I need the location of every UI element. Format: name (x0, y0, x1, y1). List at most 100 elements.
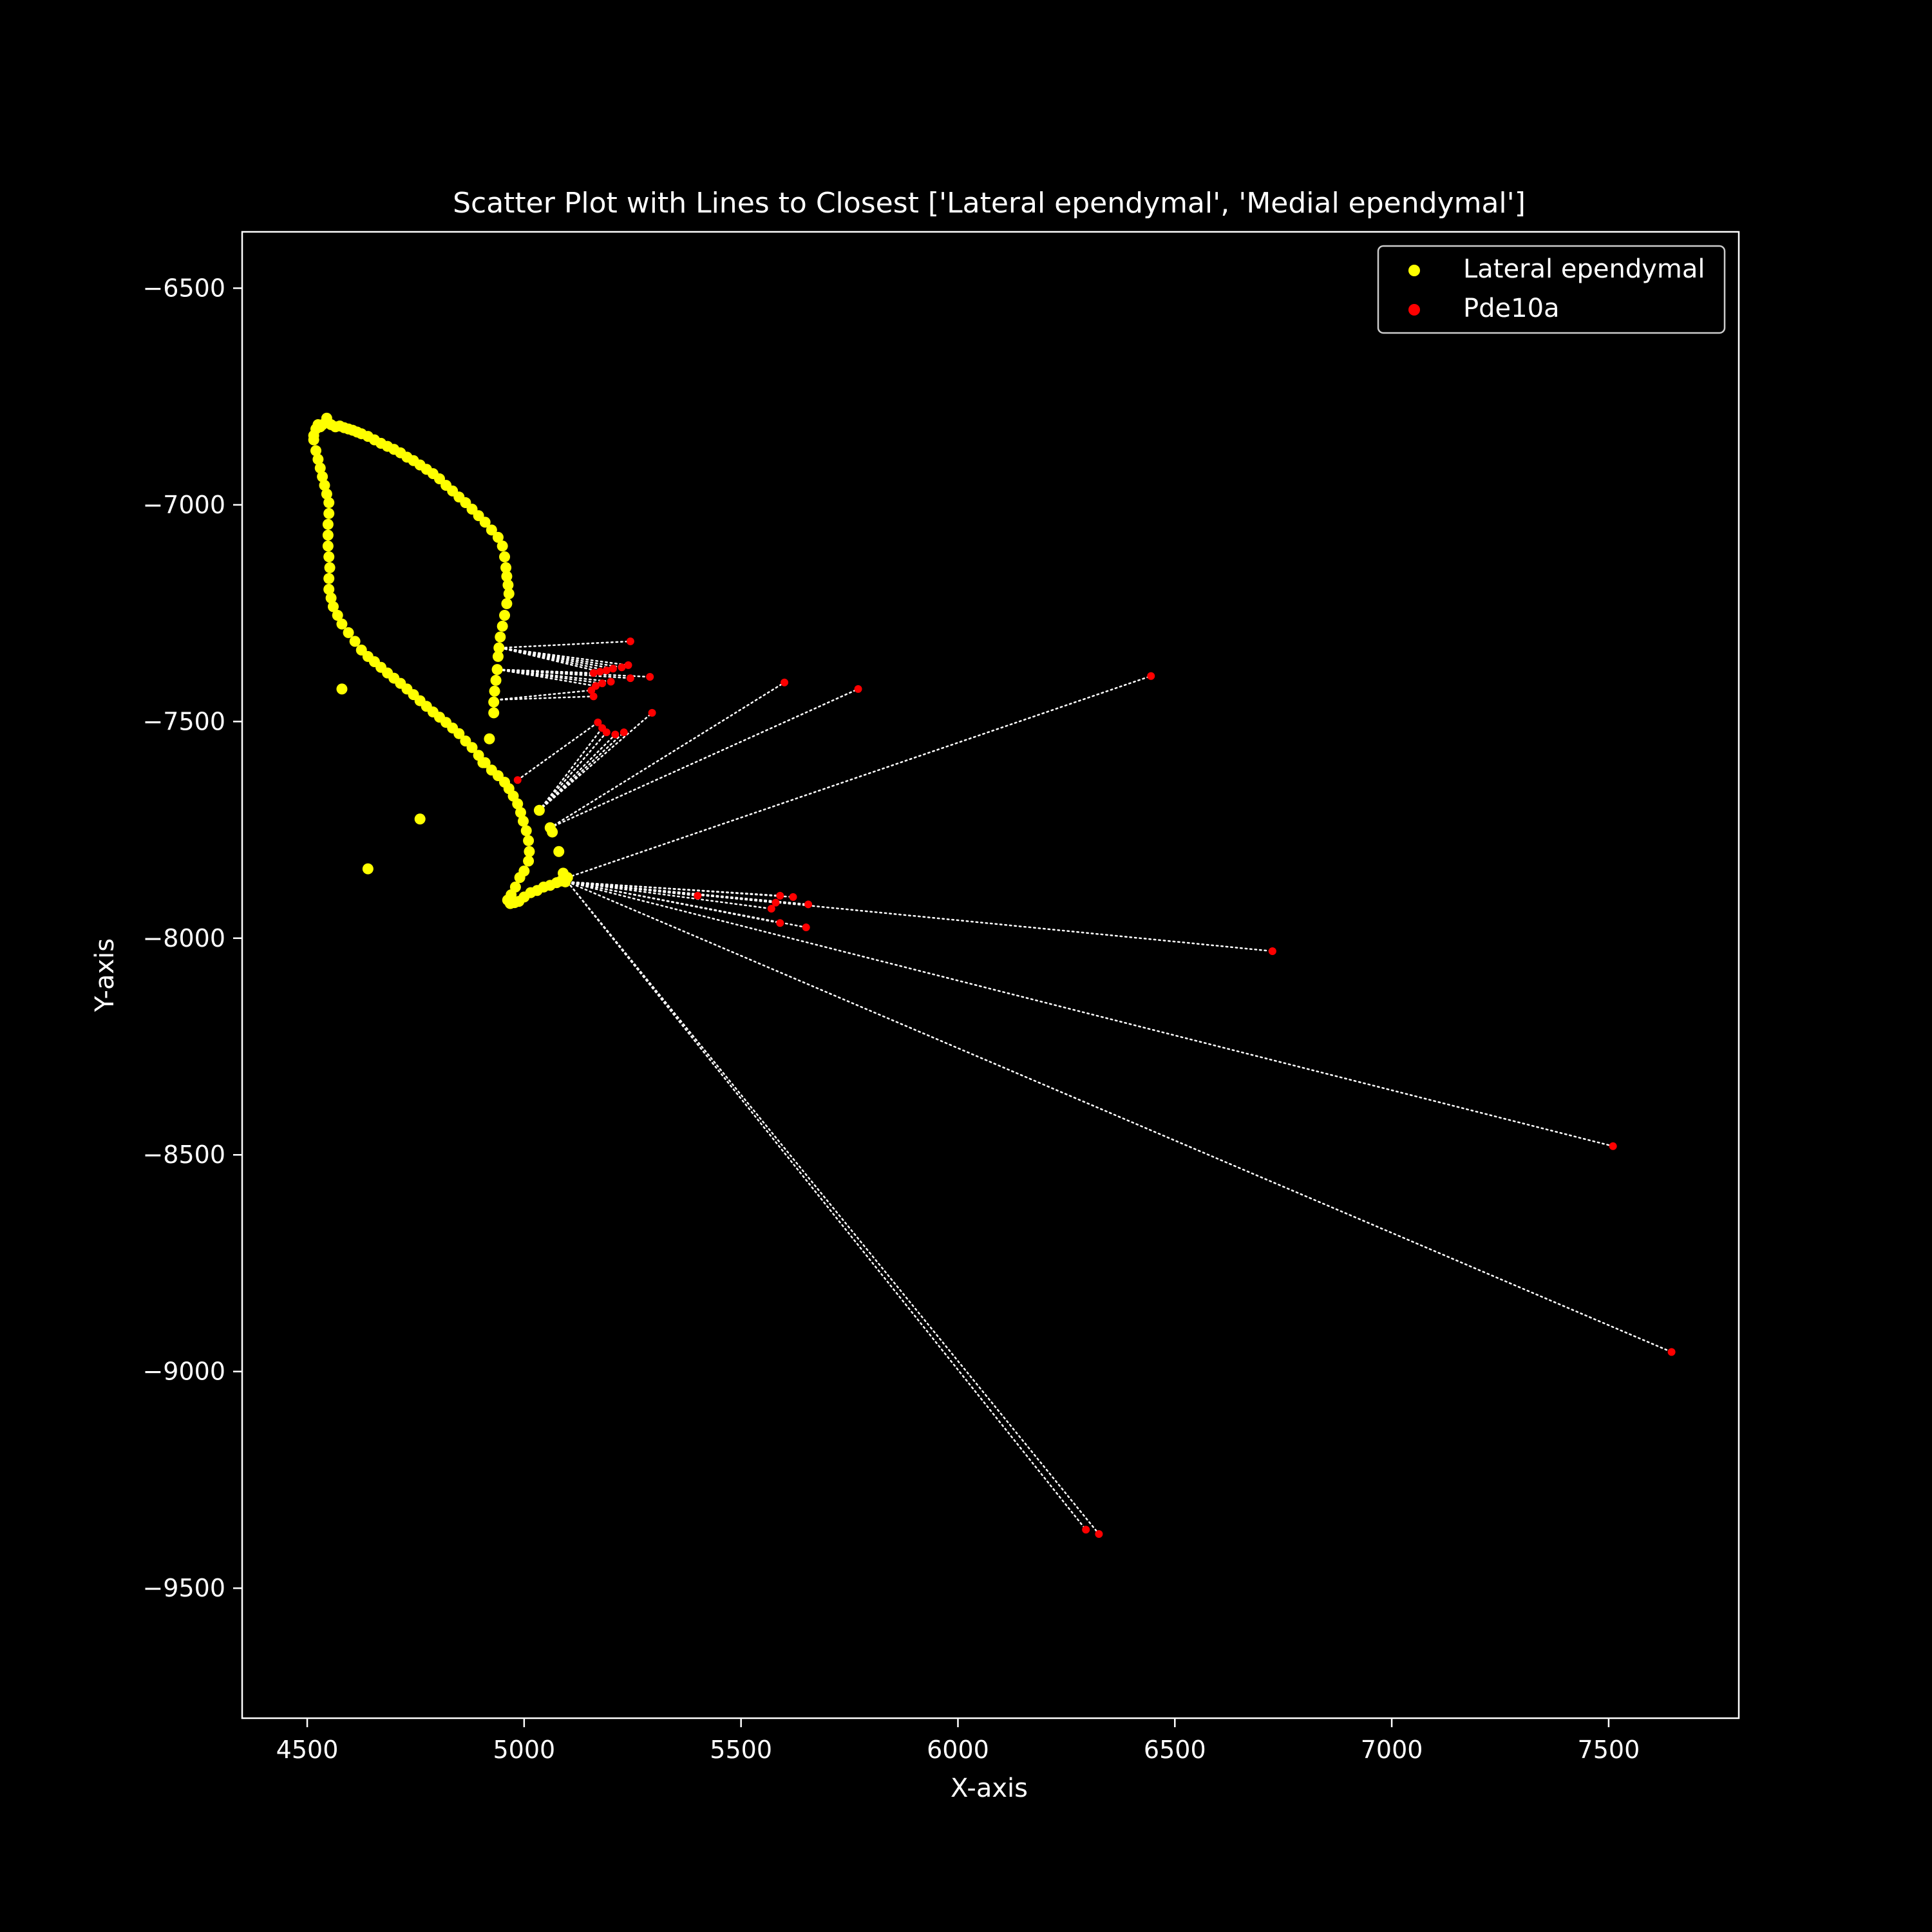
lateral-ependymal-point-43 (497, 620, 508, 632)
pde10a-point-34 (1667, 1348, 1676, 1356)
connection-line-33 (566, 881, 1672, 1353)
connection-line-22 (566, 675, 1152, 878)
lateral-ependymal-point-67 (323, 583, 335, 595)
chart-title: Scatter Plot with Lines to Closest ['Lat… (453, 187, 1526, 220)
connection-line-30 (566, 881, 807, 929)
legend-marker-lateral-ependymal (1408, 265, 1420, 276)
x-tick-label-5: 7000 (1361, 1736, 1423, 1764)
plot-frame (241, 231, 1740, 1719)
connection-line-12 (495, 689, 592, 701)
pde10a-point-31 (802, 923, 810, 931)
pde10a-point-21 (611, 730, 620, 739)
lateral-ependymal-point-46 (492, 650, 504, 662)
x-tick-label-3: 6000 (927, 1736, 989, 1764)
pde10a-point-30 (776, 919, 784, 927)
pde10a-point-26 (789, 893, 797, 901)
lateral-ependymal-point-101 (518, 815, 529, 827)
pde10a-point-22 (620, 728, 628, 737)
pde10a-point-18 (594, 718, 602, 726)
connection-line-28 (566, 881, 773, 910)
lateral-ependymal-point-33 (486, 524, 497, 536)
lateral-ependymal-point-91 (466, 742, 478, 753)
lateral-ependymal-point-66 (323, 573, 335, 584)
lateral-ependymal-point-69 (327, 601, 339, 612)
pde10a-point-15 (854, 685, 862, 693)
legend: Lateral ependymal Pde10a (1377, 245, 1726, 334)
pde10a-point-36 (1095, 1530, 1103, 1539)
pde10a-point-9 (607, 677, 615, 686)
lateral-ependymal-point-129 (477, 757, 489, 768)
lateral-ependymal-point-42 (499, 610, 511, 621)
legend-label-lateral-ependymal: Lateral ependymal (1463, 254, 1705, 284)
connection-line-17 (538, 734, 616, 811)
lateral-ependymal-point-40 (503, 588, 515, 600)
lateral-ependymal-point-48 (490, 674, 502, 686)
lateral-ependymal-point-52 (308, 434, 319, 446)
pde10a-point-5 (596, 667, 604, 676)
pde10a-point-10 (598, 679, 607, 688)
pde10a-point-24 (694, 891, 702, 900)
connection-line-9 (497, 668, 603, 685)
lateral-ependymal-point-53 (310, 445, 322, 457)
pde10a-point-2 (618, 663, 626, 672)
x-tick-label-2: 5500 (710, 1736, 772, 1764)
connection-line-35 (566, 881, 1100, 1535)
lateral-ependymal-point-70 (332, 610, 343, 621)
connection-line-34 (566, 881, 1087, 1531)
lateral-ependymal-point-50 (488, 696, 500, 708)
lateral-ependymal-point-34 (492, 531, 504, 543)
lateral-ependymal-point-100 (515, 807, 526, 819)
lateral-ependymal-point-61 (322, 518, 334, 530)
x-tick-label-0: 4500 (276, 1736, 339, 1764)
lateral-ependymal-point-59 (323, 497, 335, 509)
lateral-ependymal-point-49 (489, 685, 500, 697)
lateral-ependymal-point-38 (501, 571, 513, 582)
y-tick-label-5: −9000 (142, 1358, 225, 1386)
lateral-ependymal-point-36 (499, 551, 511, 563)
lateral-ependymal-point-63 (322, 540, 334, 552)
lateral-ependymal-point-65 (324, 562, 336, 573)
connection-line-25 (566, 881, 794, 898)
lateral-ependymal-point-32 (479, 516, 491, 528)
y-axis-label: Y-axis (90, 938, 120, 1012)
connection-line-14 (516, 721, 599, 781)
lateral-ependymal-point-39 (502, 579, 514, 591)
lateral-ependymal-point-104 (524, 846, 535, 857)
connection-line-11 (497, 668, 594, 674)
lateral-ependymal-point-51 (488, 707, 500, 719)
legend-label-pde10a: Pde10a (1463, 294, 1560, 323)
lateral-ependymal-point-73 (349, 636, 361, 647)
pde10a-point-12 (587, 686, 596, 694)
lateral-ependymal-point-126 (544, 822, 556, 833)
lateral-ependymal-point-68 (325, 592, 337, 604)
lateral-ependymal-point-99 (512, 798, 524, 810)
connection-line-0 (499, 640, 632, 649)
lateral-ependymal-point-89 (453, 728, 465, 739)
pde10a-point-4 (602, 666, 611, 674)
lateral-ependymal-point-131 (414, 813, 426, 825)
pde10a-point-28 (804, 900, 813, 909)
lateral-ependymal-point-56 (317, 471, 328, 482)
pde10a-point-35 (1082, 1526, 1090, 1534)
pde10a-point-13 (589, 692, 598, 701)
connection-line-13 (495, 696, 594, 701)
lateral-ependymal-point-130 (336, 683, 348, 695)
lateral-ependymal-point-37 (500, 562, 512, 573)
lateral-ependymal-point-132 (362, 863, 374, 875)
legend-marker-pde10a (1408, 304, 1420, 316)
pde10a-point-8 (646, 673, 654, 681)
y-tick-label-4: −8500 (142, 1141, 225, 1169)
connection-line-15 (538, 727, 603, 811)
lateral-ependymal-point-102 (520, 825, 532, 837)
pde10a-point-25 (776, 891, 784, 900)
lateral-ependymal-point-123 (557, 867, 569, 879)
lateral-ependymal-point-55 (314, 462, 326, 474)
x-axis-ticks: 4500 5000 5500 6000 6500 7000 7500 (276, 1718, 1640, 1764)
lateral-ependymal-point-127 (533, 804, 545, 816)
pde10a-point-0 (626, 637, 634, 645)
y-tick-label-1: −7000 (142, 491, 225, 519)
pde10a-point-27 (772, 898, 780, 907)
y-axis-ticks: −6500 −7000 −7500 −8000 −8500 −9000 −9500 (142, 274, 242, 1602)
lateral-ependymal-point-62 (322, 529, 334, 541)
